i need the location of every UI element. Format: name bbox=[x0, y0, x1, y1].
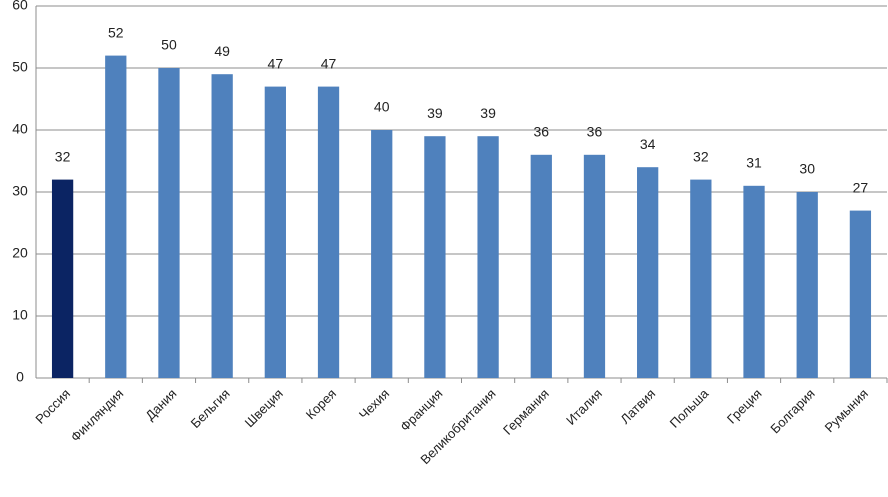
bar bbox=[690, 179, 712, 378]
x-tick-label: Чехия bbox=[356, 386, 392, 422]
bar bbox=[637, 167, 659, 378]
value-label: 52 bbox=[108, 24, 124, 40]
bar bbox=[264, 86, 286, 378]
bar bbox=[371, 130, 393, 378]
bar bbox=[849, 210, 872, 378]
value-label: 36 bbox=[533, 124, 549, 140]
value-label: 39 bbox=[480, 105, 496, 121]
x-tick-label: Бельгия bbox=[188, 386, 233, 431]
x-tick-label: Греция bbox=[724, 386, 765, 427]
bar bbox=[477, 136, 499, 378]
x-tick-label: Корея bbox=[303, 386, 339, 422]
value-label: 32 bbox=[693, 148, 709, 164]
y-tick-label: 30 bbox=[12, 183, 28, 199]
bar bbox=[158, 68, 180, 378]
bar bbox=[317, 86, 340, 378]
bar bbox=[583, 154, 606, 378]
value-label: 32 bbox=[55, 148, 71, 164]
bar bbox=[743, 185, 765, 378]
bar bbox=[796, 192, 818, 378]
x-tick-label: Польша bbox=[667, 385, 712, 430]
value-label: 36 bbox=[587, 124, 603, 140]
y-tick-label: 60 bbox=[12, 0, 28, 13]
y-tick-label: 0 bbox=[16, 369, 24, 385]
y-tick-label: 20 bbox=[12, 245, 28, 261]
value-label: 50 bbox=[161, 37, 177, 53]
value-label: 47 bbox=[268, 55, 284, 71]
x-tick-label: Румыния bbox=[822, 386, 871, 435]
x-tick-label: Россия bbox=[32, 386, 73, 427]
y-tick-label: 10 bbox=[12, 307, 28, 323]
x-tick-label: Германия bbox=[500, 386, 552, 438]
x-tick-label: Финляндия bbox=[68, 386, 127, 445]
x-tick-label: Дания bbox=[142, 386, 179, 423]
bar bbox=[51, 179, 74, 378]
value-label: 47 bbox=[321, 55, 337, 71]
value-label: 39 bbox=[427, 105, 443, 121]
value-label: 40 bbox=[374, 99, 390, 115]
y-tick-label: 40 bbox=[12, 121, 28, 137]
bar bbox=[424, 136, 446, 378]
value-label: 34 bbox=[640, 136, 656, 152]
x-tick-label: Франция bbox=[397, 386, 445, 434]
x-tick-label: Болгария bbox=[767, 386, 817, 436]
value-label: 27 bbox=[853, 179, 869, 195]
x-tick-label: Швеция bbox=[242, 386, 286, 430]
value-label: 31 bbox=[746, 155, 762, 171]
value-label: 49 bbox=[214, 43, 230, 59]
bar bbox=[530, 154, 552, 378]
y-tick-label: 50 bbox=[12, 59, 28, 75]
x-tick-label: Италия bbox=[563, 386, 605, 428]
x-tick-label: Латвия bbox=[617, 386, 658, 427]
bar bbox=[211, 74, 233, 378]
bar bbox=[105, 55, 127, 378]
value-label: 30 bbox=[799, 161, 815, 177]
